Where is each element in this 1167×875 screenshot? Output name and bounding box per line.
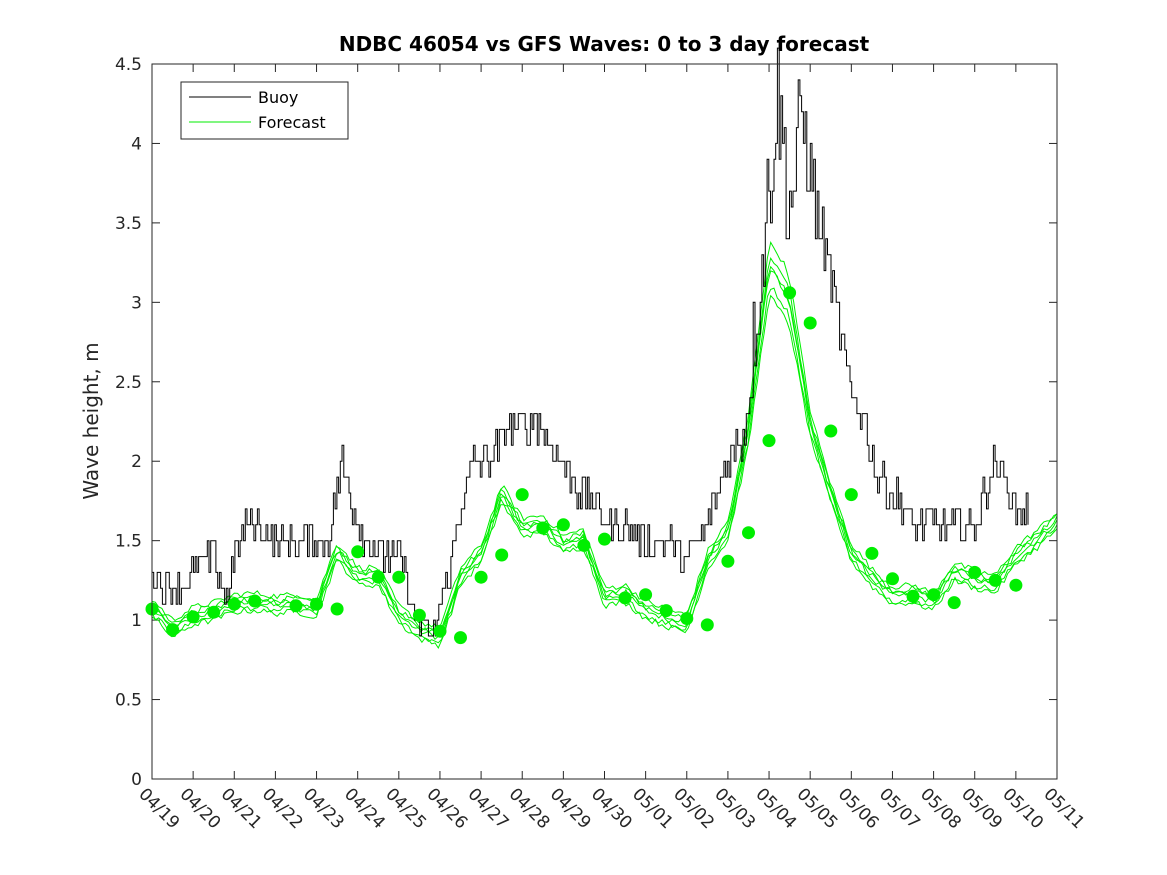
y-axis: 0 0.5 1 1.5 2 2.5 3 3.5 4 4.5 — [115, 55, 1057, 790]
forecast-point — [412, 608, 426, 622]
forecast-point — [783, 286, 797, 300]
forecast-line — [151, 287, 1058, 644]
y-tick-label: 1 — [131, 611, 142, 631]
forecast-point — [721, 554, 735, 568]
forecast-point — [351, 545, 365, 559]
forecast-line — [151, 270, 1058, 633]
forecast-point — [330, 602, 344, 616]
forecast-line — [151, 241, 1058, 631]
forecast-line — [151, 294, 1058, 649]
forecast-markers — [145, 286, 1023, 645]
y-tick-label: 3.5 — [115, 214, 142, 234]
forecast-point — [289, 599, 303, 613]
y-tick-label: 0 — [131, 770, 142, 790]
forecast-point — [927, 588, 941, 602]
forecast-point — [659, 604, 673, 618]
forecast-point — [556, 518, 570, 532]
forecast-line — [151, 265, 1058, 640]
forecast-point — [248, 594, 262, 608]
forecast-point — [186, 610, 200, 624]
forecast-point — [495, 548, 509, 562]
forecast-point — [536, 521, 550, 535]
forecast-point — [639, 588, 653, 602]
legend-buoy-label: Buoy — [258, 88, 298, 107]
forecast-point — [474, 570, 488, 584]
forecast-point — [803, 316, 817, 330]
y-tick-label: 3 — [131, 293, 142, 313]
forecast-point — [454, 631, 467, 645]
forecast-point — [433, 624, 447, 638]
forecast-point — [577, 538, 591, 552]
y-tick-label: 4 — [131, 134, 142, 154]
axes-box — [151, 63, 1058, 780]
forecast-point — [700, 618, 714, 632]
forecast-point — [865, 546, 879, 560]
forecast-point — [742, 526, 755, 540]
legend-box — [180, 81, 349, 140]
legend: Buoy Forecast — [180, 81, 349, 140]
forecast-point — [906, 589, 920, 603]
forecast-point — [1009, 578, 1023, 592]
forecast-point — [207, 605, 221, 619]
forecast-point — [680, 612, 694, 625]
forecast-point — [988, 573, 1002, 587]
y-tick-label: 1.5 — [115, 532, 142, 552]
forecast-point — [515, 488, 529, 502]
y-axis-label: Wave height, m — [79, 342, 103, 499]
forecast-point — [762, 434, 776, 448]
forecast-point — [166, 623, 180, 637]
y-tick-label: 4.5 — [115, 55, 142, 75]
forecast-point — [227, 597, 241, 611]
chart-title: NDBC 46054 vs GFS Waves: 0 to 3 day fore… — [339, 32, 870, 56]
y-tick-label: 0.5 — [115, 691, 142, 711]
buoy-line — [152, 47, 1029, 637]
legend-forecast-label: Forecast — [258, 113, 326, 132]
forecast-point — [844, 488, 858, 502]
forecast-point — [392, 570, 406, 584]
series-layer — [151, 47, 1058, 649]
forecast-point — [371, 570, 385, 584]
forecast-point — [886, 572, 899, 586]
plot-area — [152, 64, 1057, 779]
forecast-point — [618, 591, 632, 605]
forecast-point — [947, 596, 961, 610]
forecast-point — [598, 532, 611, 546]
y-tick-label: 2 — [131, 452, 142, 472]
y-tick-label: 2.5 — [115, 373, 142, 393]
forecast-point — [824, 424, 838, 438]
forecast-point — [968, 565, 982, 579]
forecast-point — [310, 597, 323, 611]
